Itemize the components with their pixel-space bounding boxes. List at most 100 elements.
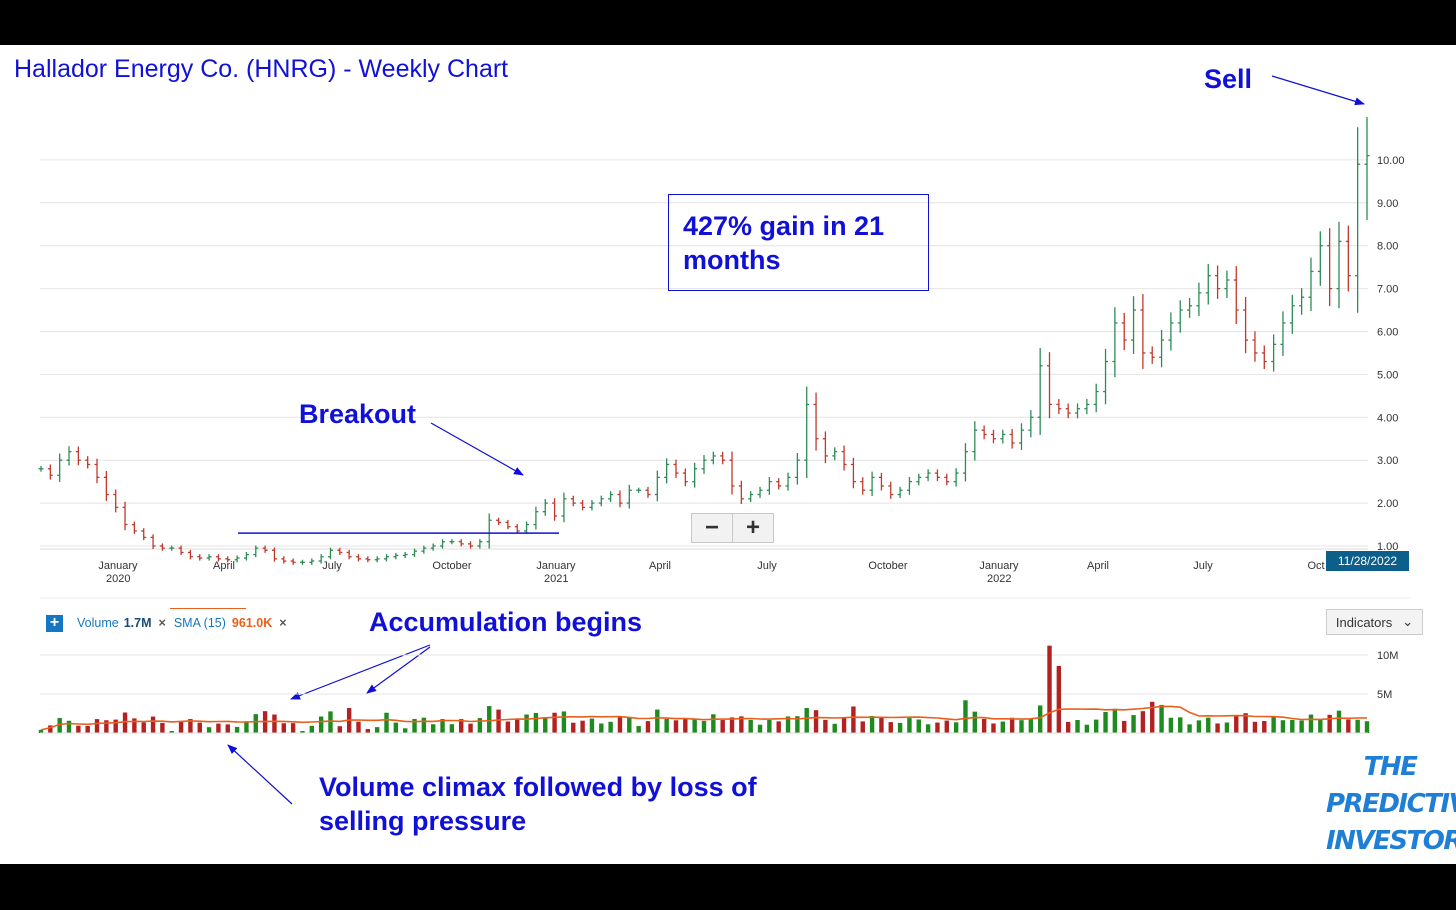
volume-bar [907,718,912,733]
volume-bar [440,719,445,733]
volume-value: 1.7M [123,616,152,630]
x-tick-label: January [98,560,138,572]
volume-bar [216,723,221,733]
volume-bar [122,712,128,733]
volume-bar [1047,645,1052,733]
volume-bar [832,723,837,733]
remove-volume-icon[interactable]: × [158,616,166,630]
volume-bar [356,721,361,733]
volume-sma-line [40,705,1368,731]
add-indicator-icon[interactable]: + [46,614,63,632]
volume-bar [374,727,380,733]
current-date-badge: 11/28/2022 [1326,551,1409,571]
volume-legend: + Volume 1.7M × SMA (15) 961.0K × [46,608,295,635]
volume-bar [225,724,230,733]
volume-bar [543,717,548,733]
volume-bar [1318,719,1323,733]
volume-bar [589,718,595,733]
volume-bar [767,719,772,733]
volume-bar [1346,719,1351,733]
y-tick-label: 4.00 [1377,412,1398,424]
volume-bar [337,726,343,733]
volume-bar [1075,719,1080,733]
zoom-in-button[interactable]: + [745,514,760,541]
volume-bar [244,721,249,733]
y-tick-label: 8.00 [1377,241,1398,253]
volume-bar [132,718,137,733]
volume-climax-annotation: Volume climax followed by loss of sellin… [319,772,757,836]
volume-bar [711,714,716,733]
volume-bar [888,722,893,733]
volume-bar [38,729,44,733]
volume-bar [1103,711,1108,733]
volume-bar [701,721,707,733]
volume-bar [1009,717,1015,733]
volume-bar [188,719,193,733]
volume-bar [897,722,903,733]
logo-line: INVESTOR [1326,826,1456,856]
volume-bar [916,719,921,733]
volume-y-tick-label: 5M [1377,689,1392,701]
volume-bar [85,725,90,733]
volume-bar [141,722,146,733]
volume-bar [178,721,184,733]
zoom-out-button[interactable]: − [692,514,733,542]
volume-bar [253,714,258,733]
volume-bar [309,725,315,733]
volume-bar [496,709,501,733]
volume-bar [477,718,483,733]
volume-bar [851,706,856,733]
volume-bar [627,717,632,733]
volume-bar [1196,720,1202,733]
volume-bar [318,716,324,733]
breakout-annotation: Breakout [299,399,417,429]
volume-bar [673,720,679,733]
volume-label: Volume [77,616,119,630]
volume-y-tick-label: 10M [1377,650,1398,662]
volume-bar [1206,717,1211,733]
volume-bar [384,712,389,733]
volume-bar [720,720,725,733]
volume-bar [935,722,940,733]
x-tick-label: July [1193,560,1213,572]
accumulation-arrow [366,646,431,694]
volume-bar [524,714,529,733]
volume-bar [48,725,53,733]
volume-bar [1290,719,1295,733]
remove-sma-icon[interactable]: × [279,616,287,630]
volume-bar [1364,721,1370,733]
volume-bar [1037,705,1043,733]
volume-bar [1308,714,1314,733]
indicators-dropdown[interactable]: Indicators ⌄ [1326,609,1423,635]
volume-bar [683,718,688,733]
volume-bar [1178,717,1183,733]
volume-bar [1065,721,1071,733]
volume-bar [944,720,949,733]
sma-value: 961.0K [231,616,273,630]
y-tick-label: 5.00 [1377,369,1398,381]
volume-bar [860,721,865,733]
volume-bar [393,722,399,733]
volume-bar [94,719,100,733]
volume-bar [76,725,81,733]
volume-bar [459,719,464,733]
volume-bar [841,717,847,733]
brand-logo: THE PREDICTIVE INVESTOR [1326,749,1456,860]
volume-bar [402,728,408,733]
volume-bar [991,723,996,733]
volume-bar [1028,718,1034,733]
volume-bar [608,721,613,733]
volume-bar [963,700,968,733]
volume-bar [571,722,576,733]
volume-bar [281,723,286,733]
x-tick-label: April [649,560,671,572]
volume-bar [1187,724,1192,733]
chart-title: Hallador Energy Co. (HNRG) - Weekly Char… [14,55,509,83]
volume-bar [505,721,511,733]
logo-line: THE [1363,752,1418,782]
y-tick-label: 10.00 [1377,155,1405,167]
y-tick-label: 2.00 [1377,498,1398,510]
x-tick-label: July [322,560,342,572]
volume-bar [1262,721,1267,733]
sell-arrow [1271,75,1365,106]
